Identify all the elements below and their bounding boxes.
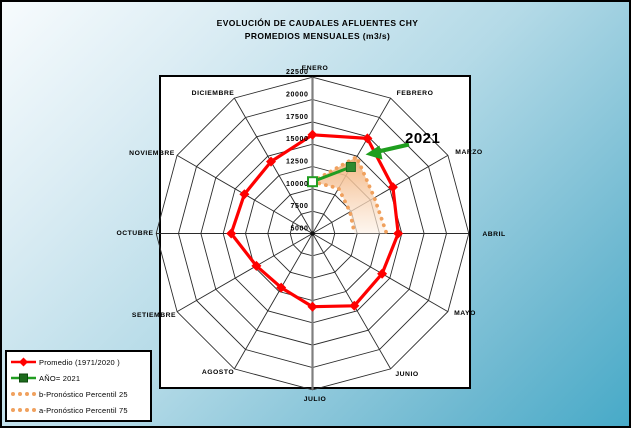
promedio-line-swatch-icon: [11, 357, 36, 367]
axis-tick-label: 12500: [286, 159, 308, 166]
month-label-noviembre: NOVIEMBRE: [129, 150, 175, 157]
legend-label-percentil75: a-Pronóstico Percentil 75: [39, 405, 128, 415]
month-label-setiembre: SETIEMBRE: [132, 312, 176, 319]
legend-item-percentil25: b-Pronóstico Percentil 25: [10, 387, 148, 402]
promedio-marker: [266, 156, 276, 167]
promedio-marker: [387, 182, 398, 193]
annotation-2021-label: 2021: [405, 130, 441, 147]
annotation-arrow-head: [365, 145, 383, 160]
month-label-febrero: FEBRERO: [397, 90, 434, 97]
axis-tick-label: 20000: [286, 92, 308, 99]
legend: Promedio (1971/2020 ) AÑO= 2021 b-Pronós…: [5, 350, 152, 422]
promedio-marker: [393, 228, 404, 239]
grid-spoke: [312, 154, 449, 234]
promedio-marker: [251, 260, 262, 271]
promedio-marker: [239, 189, 250, 200]
grid-spoke: [233, 97, 313, 234]
month-label-junio: JUNIO: [395, 371, 418, 378]
month-label-octubre: OCTUBRE: [116, 230, 153, 237]
month-label-enero: ENERO: [302, 65, 329, 72]
promedio-marker: [276, 282, 287, 293]
promedio-marker: [307, 129, 318, 140]
month-label-diciembre: DICIEMBRE: [192, 90, 235, 97]
legend-label-ano2021: AÑO= 2021: [39, 373, 81, 383]
legend-item-percentil75: a-Pronóstico Percentil 75: [10, 403, 148, 418]
legend-item-promedio: Promedio (1971/2020 ): [10, 355, 148, 370]
promedio-marker: [362, 133, 373, 144]
chart-subtitle: PROMEDIOS MENSUALES (m3/s): [244, 31, 391, 41]
axis-tick-label: 17500: [286, 114, 308, 121]
percentil25-dots-swatch-icon: [11, 392, 36, 396]
ano2021-marker-febrero: [345, 161, 356, 172]
legend-label-promedio: Promedio (1971/2020 ): [39, 357, 120, 367]
axis-tick-label: 5000: [291, 226, 309, 233]
grid-spoke: [312, 233, 392, 370]
axis-tick-label: 15000: [286, 136, 308, 143]
month-label-abril: ABRIL: [482, 231, 505, 238]
axis-tick-label: 7500: [291, 203, 309, 210]
ano2021-line: [311, 165, 352, 184]
month-label-marzo: MARZO: [455, 149, 482, 156]
axis-tick-label: 10000: [286, 181, 308, 188]
percentil25-dotted-line: [310, 179, 357, 236]
month-label-mayo: MAYO: [454, 310, 476, 317]
ano2021-marker-enero: [307, 176, 318, 188]
center-dot: [310, 231, 315, 236]
chart-title: EVOLUCIÓN DE CAUDALES AFLUENTES CHY: [216, 18, 419, 28]
promedio-marker: [377, 268, 388, 279]
annotation-arrow-shaft: [375, 142, 410, 155]
month-label-julio: JULIO: [304, 396, 327, 403]
grid-spoke: [176, 233, 313, 313]
month-label-agosto: AGOSTO: [202, 369, 234, 376]
promedio-marker: [307, 301, 318, 312]
grid-spoke: [233, 233, 313, 370]
axis-tick-label: 22500: [286, 69, 308, 76]
legend-label-percentil25: b-Pronóstico Percentil 25: [39, 389, 128, 399]
percentil75-dots-swatch-icon: [11, 408, 36, 412]
promedio-marker: [226, 228, 237, 239]
ano2021-line-swatch-icon: [11, 373, 36, 383]
promedio-marker: [349, 300, 360, 311]
legend-item-ano2021: AÑO= 2021: [10, 371, 148, 386]
chart-title-block: EVOLUCIÓN DE CAUDALES AFLUENTES CHY PROM…: [2, 17, 629, 43]
